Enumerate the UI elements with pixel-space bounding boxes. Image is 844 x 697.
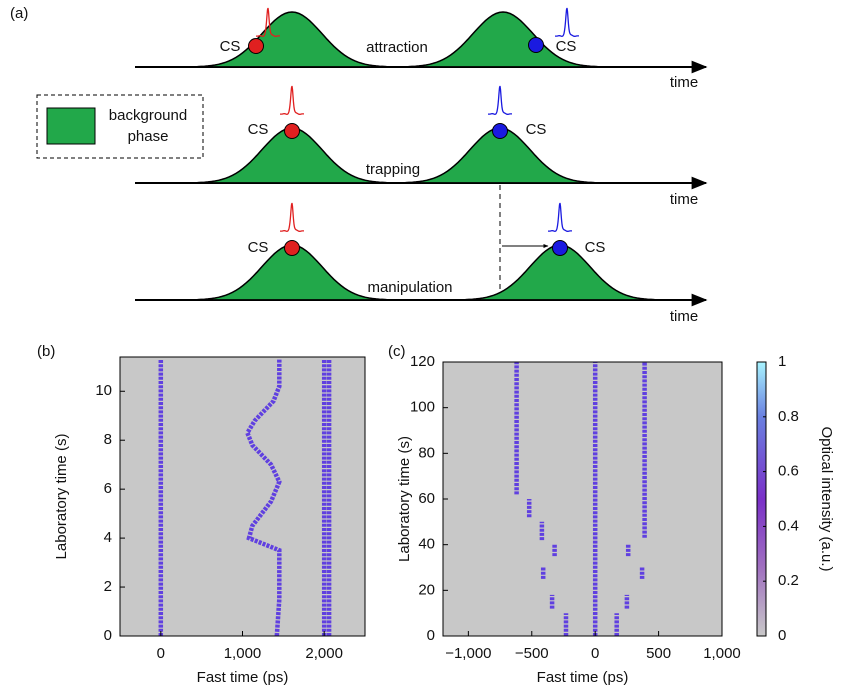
y-tick-label: 120 (410, 353, 435, 370)
y-tick-label: 60 (418, 490, 435, 507)
trace (514, 362, 569, 636)
panel-label: (b) (37, 343, 55, 360)
background-phase (186, 11, 398, 68)
cs-label: CS (248, 121, 269, 138)
cs-pulse (488, 85, 512, 115)
cs-dot (284, 123, 300, 139)
y-tick-label: 80 (418, 444, 435, 461)
x-axis-label: Fast time (ps) (537, 669, 629, 686)
colorbar-tick-label: 0 (778, 627, 786, 644)
y-tick-label: 0 (104, 627, 112, 644)
trace (614, 362, 647, 636)
x-tick-label: 0 (591, 645, 599, 662)
x-tick-label: −1,000 (445, 645, 491, 662)
time-label: time (670, 191, 698, 208)
y-tick-label: 8 (104, 431, 112, 448)
y-tick-label: 40 (418, 536, 435, 553)
cs-pulse (256, 7, 280, 37)
cs-label: CS (526, 121, 547, 138)
y-tick-label: 6 (104, 480, 112, 497)
legend-box (36, 94, 204, 159)
colorbar-tick-label: 0.2 (778, 572, 799, 589)
panel-label: (c) (388, 343, 406, 360)
x-tick-label: 2,000 (305, 645, 343, 662)
cs-dot (284, 240, 300, 256)
cs-pulse (280, 85, 304, 115)
x-tick-label: −500 (515, 645, 549, 662)
colorbar-tick-label: 1 (778, 353, 786, 370)
y-tick-label: 20 (418, 581, 435, 598)
y-tick-label: 10 (95, 382, 112, 399)
colorbar: 0 0.2 0.4 0.6 0.8 1 Optical intensity (a.u.) (756, 353, 835, 644)
plot-area (443, 362, 722, 636)
x-tick-label: 500 (646, 645, 671, 662)
cs-pulse (555, 7, 579, 37)
colorbar-label: Optical intensity (a.u.) (818, 426, 835, 571)
cs-dot (248, 38, 264, 54)
y-tick-label: 100 (410, 399, 435, 416)
cs-dot (552, 240, 568, 256)
legend-text: background (109, 107, 187, 124)
x-tick-label: 1,000 (224, 645, 262, 662)
cs-pulse (280, 202, 304, 232)
panel: −1,000 −500 0 500 1,000 0 20 40 60 80 100 120(c) Fas… (388, 343, 741, 686)
colorbar-scale (756, 361, 767, 637)
cs-dot (528, 37, 544, 53)
colorbar-tick-label: 0.6 (778, 463, 799, 480)
colorbar-tick-label: 0.4 (778, 517, 799, 534)
row-label: manipulation (367, 279, 452, 296)
panel-label: (a) (10, 5, 28, 22)
legend-swatch (46, 107, 96, 145)
y-tick-label: 2 (104, 578, 112, 595)
time-label: time (670, 74, 698, 91)
y-tick-label: 0 (427, 627, 435, 644)
x-tick-label: 1,000 (703, 645, 741, 662)
cs-label: CS (220, 38, 241, 55)
y-axis-label: Laboratory time (s) (53, 434, 70, 560)
y-axis-label: Laboratory time (s) (396, 436, 413, 562)
x-tick-label: 0 (157, 645, 165, 662)
time-label: time (670, 308, 698, 325)
legend-text: phase (128, 128, 169, 145)
cs-pulse (548, 202, 572, 232)
cs-label: CS (556, 38, 577, 55)
colorbar-tick-label: 0.8 (778, 408, 799, 425)
y-tick-label: 4 (104, 529, 112, 546)
cs-label: CS (248, 239, 269, 256)
x-axis-label: Fast time (ps) (197, 669, 289, 686)
background-phase (397, 11, 609, 68)
panel: 0 1,000 2,000 0 2 4 6 8 10 (b) Fast time (ps) Labor… (37, 343, 366, 686)
panel-a: (a) background phase CS CS attraction time C… (10, 5, 708, 325)
trace (244, 359, 282, 637)
cs-label: CS (585, 239, 606, 256)
row-label: trapping (366, 161, 420, 178)
row-label: attraction (366, 39, 428, 56)
cs-dot (492, 123, 508, 139)
